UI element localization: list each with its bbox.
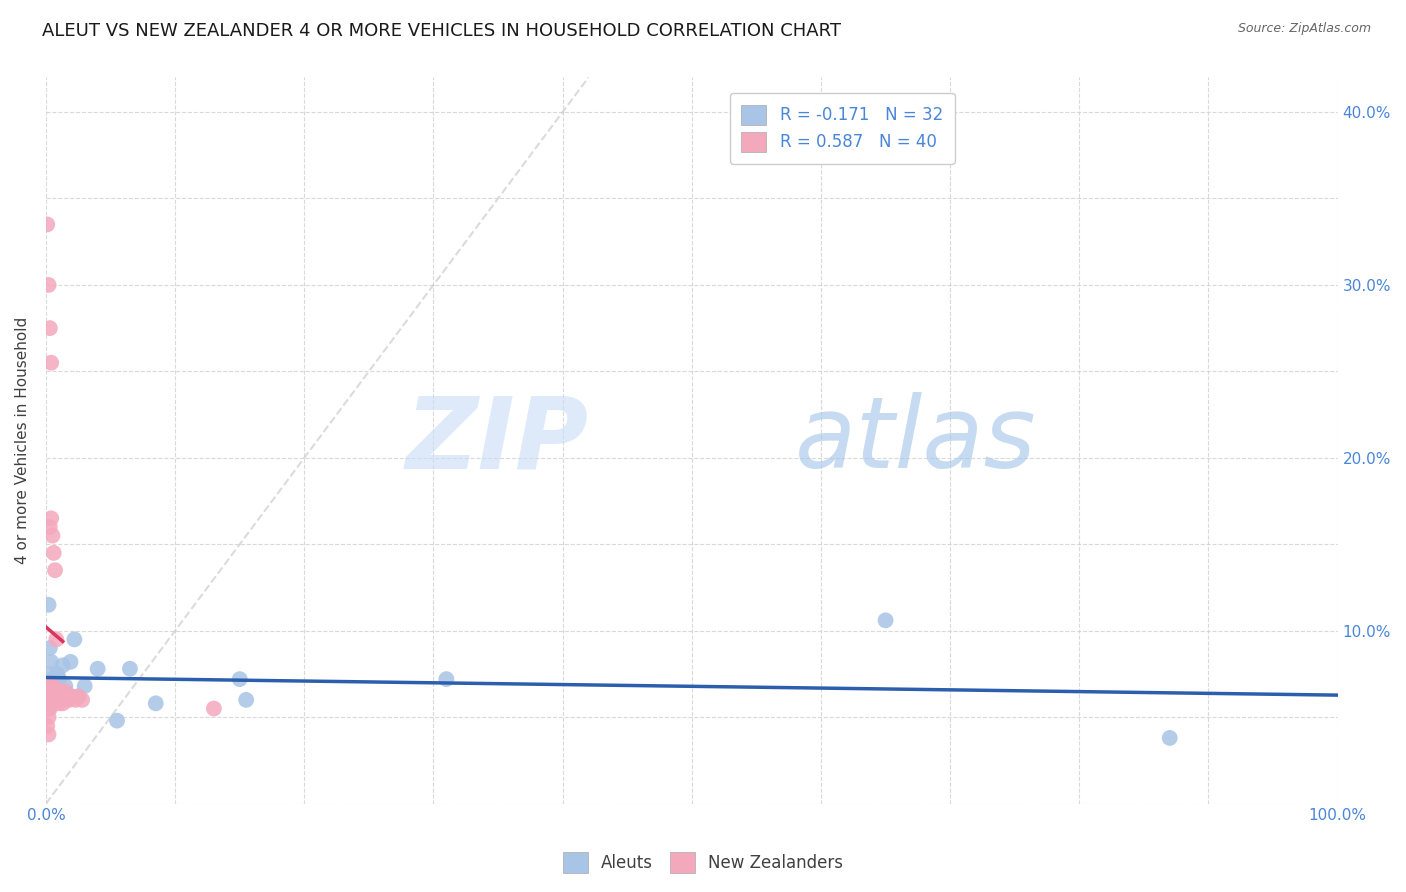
Point xyxy=(42,672,65,686)
Point xyxy=(38,693,60,707)
Point xyxy=(48,696,70,710)
Point xyxy=(65,693,87,707)
Point xyxy=(39,679,62,693)
Point xyxy=(41,693,63,707)
Point xyxy=(228,672,250,686)
Point xyxy=(39,667,62,681)
Legend: R = -0.171   N = 32, R = 0.587   N = 40: R = -0.171 N = 32, R = 0.587 N = 40 xyxy=(730,93,955,164)
Text: atlas: atlas xyxy=(796,392,1036,489)
Point xyxy=(145,696,167,710)
Point xyxy=(39,655,62,669)
Point xyxy=(37,684,59,698)
Point xyxy=(42,546,65,560)
Point xyxy=(52,696,75,710)
Point xyxy=(38,277,60,292)
Point xyxy=(38,598,60,612)
Point xyxy=(58,693,80,707)
Point xyxy=(56,688,79,702)
Point xyxy=(53,679,76,693)
Point xyxy=(45,690,67,704)
Point xyxy=(48,672,70,686)
Point xyxy=(37,693,59,707)
Point xyxy=(38,640,60,655)
Point xyxy=(37,701,59,715)
Point xyxy=(46,684,69,698)
Point xyxy=(59,655,82,669)
Point xyxy=(44,670,66,684)
Point xyxy=(1159,731,1181,745)
Point xyxy=(41,528,63,542)
Point xyxy=(45,681,67,695)
Point xyxy=(49,684,72,698)
Point xyxy=(67,690,90,704)
Point xyxy=(70,693,93,707)
Legend: Aleuts, New Zealanders: Aleuts, New Zealanders xyxy=(557,846,849,880)
Point xyxy=(105,714,128,728)
Point xyxy=(38,321,60,335)
Point xyxy=(37,719,59,733)
Point xyxy=(434,672,457,686)
Text: Source: ZipAtlas.com: Source: ZipAtlas.com xyxy=(1237,22,1371,36)
Point xyxy=(202,701,225,715)
Point xyxy=(44,690,66,704)
Point xyxy=(38,701,60,715)
Point xyxy=(235,693,257,707)
Point xyxy=(39,511,62,525)
Point xyxy=(38,727,60,741)
Point xyxy=(38,710,60,724)
Point xyxy=(38,701,60,715)
Point xyxy=(38,520,60,534)
Point xyxy=(45,684,67,698)
Point xyxy=(67,690,90,704)
Point xyxy=(38,684,60,698)
Point xyxy=(73,679,96,693)
Text: ZIP: ZIP xyxy=(405,392,589,489)
Point xyxy=(875,613,897,627)
Point xyxy=(48,684,70,698)
Point xyxy=(38,684,60,698)
Text: ALEUT VS NEW ZEALANDER 4 OR MORE VEHICLES IN HOUSEHOLD CORRELATION CHART: ALEUT VS NEW ZEALANDER 4 OR MORE VEHICLE… xyxy=(42,22,841,40)
Point xyxy=(46,667,69,681)
Point xyxy=(42,684,65,698)
Point xyxy=(37,218,59,232)
Point xyxy=(49,693,72,707)
Point xyxy=(45,632,67,647)
Point xyxy=(53,684,76,698)
Point xyxy=(39,356,62,370)
Point xyxy=(86,662,108,676)
Point xyxy=(41,684,63,698)
Point xyxy=(63,632,86,647)
Point xyxy=(118,662,141,676)
Point xyxy=(42,684,65,698)
Point xyxy=(41,672,63,686)
Point xyxy=(52,658,75,673)
Y-axis label: 4 or more Vehicles in Household: 4 or more Vehicles in Household xyxy=(15,317,30,564)
Point xyxy=(60,690,83,704)
Point xyxy=(51,688,73,702)
Point xyxy=(51,693,73,707)
Point xyxy=(44,563,66,577)
Point xyxy=(44,679,66,693)
Point xyxy=(41,679,63,693)
